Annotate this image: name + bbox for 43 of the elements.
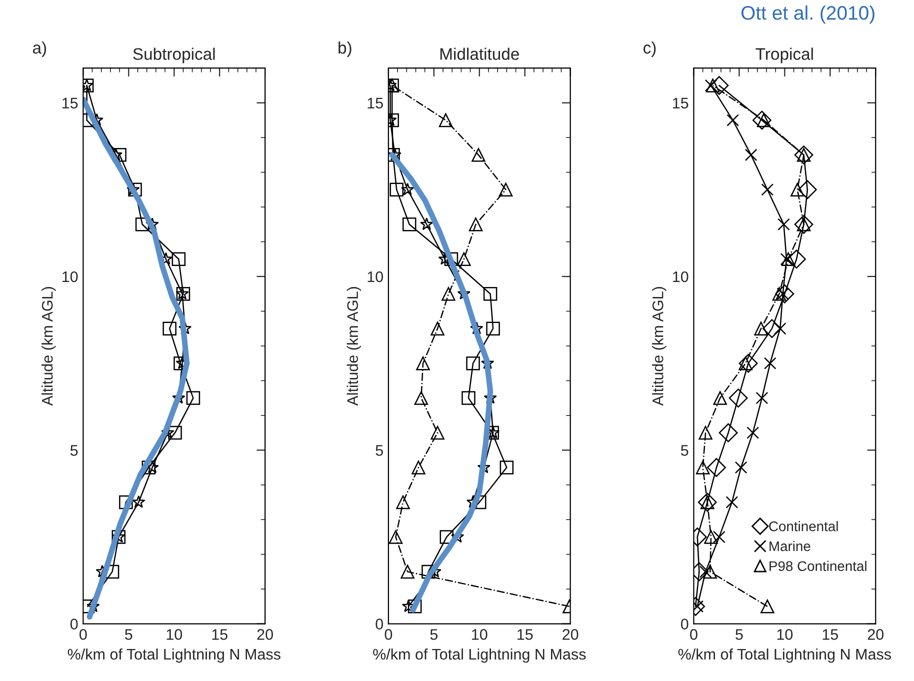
x-tick-label: 0 — [384, 629, 392, 640]
chart-title: Tropical — [756, 48, 813, 64]
x-tick-label: 15 — [212, 629, 228, 640]
y-tick-label: 0 — [376, 618, 383, 630]
chart-title: Midlatitude — [440, 48, 519, 60]
y-tick-label: 15 — [673, 98, 688, 109]
x-tick-label: 20 — [868, 629, 884, 640]
chart-title: Subtropical — [133, 48, 215, 64]
y-axis-title: Altitude (km AGL) — [346, 287, 362, 406]
y-tick-label: 15 — [368, 98, 383, 109]
x-axis-title: %/km of Total Lightning N Mass — [678, 648, 891, 663]
x-tick-label: 10 — [166, 629, 182, 640]
y-tick-label: 5 — [70, 445, 78, 456]
y-tick-label: 0 — [70, 618, 78, 630]
x-axis-title: %/km of Total Lightning N Mass — [373, 648, 586, 663]
x-tick-label: 20 — [257, 629, 273, 640]
x-tick-label: 15 — [822, 629, 838, 640]
x-tick-label: 0 — [80, 629, 87, 640]
y-tick-label: 0 — [680, 618, 688, 630]
x-tick-label: 20 — [562, 629, 578, 640]
y-tick-label: 10 — [368, 271, 383, 282]
text: b) — [338, 41, 352, 57]
y-tick-label: 15 — [62, 98, 78, 109]
x-axis-title: %/km of Total Lightning N Mass — [68, 648, 280, 663]
text: a) — [32, 41, 46, 57]
x-tick-label: 15 — [518, 629, 533, 640]
x-tick-label: 5 — [736, 629, 743, 640]
text: c) — [644, 41, 656, 57]
y-tick-label: 5 — [376, 445, 383, 456]
x-tick-label: 10 — [472, 629, 488, 640]
x-tick-label: 10 — [777, 629, 793, 640]
x-tick-label: 5 — [430, 629, 438, 640]
y-tick-label: 5 — [680, 445, 688, 456]
x-tick-label: 5 — [125, 629, 132, 640]
legend-label: Marine — [770, 540, 810, 552]
y-tick-label: 10 — [62, 271, 78, 282]
text: Ott et al. (2010) — [741, 6, 874, 24]
y-axis-title: Altitude (km AGL) — [652, 287, 666, 406]
legend-label: P98 Continental — [770, 560, 866, 572]
y-axis-title: Altitude (km AGL) — [42, 287, 56, 406]
legend-label: Continental — [769, 521, 838, 532]
x-tick-label: 0 — [690, 629, 698, 640]
y-tick-label: 10 — [673, 271, 688, 282]
